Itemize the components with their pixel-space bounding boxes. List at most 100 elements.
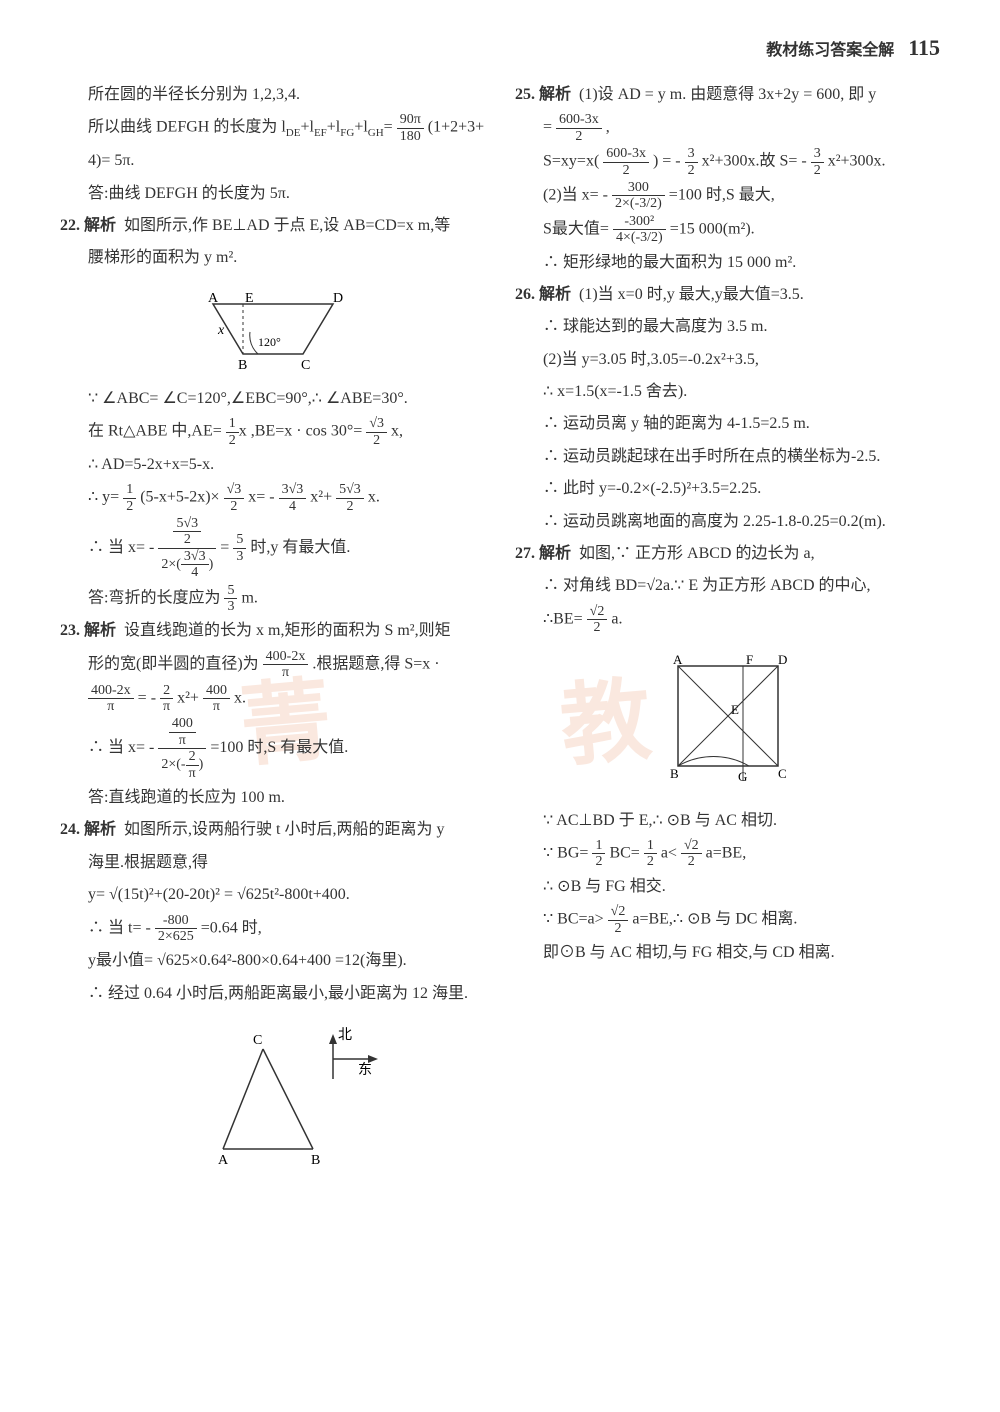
fraction: 53 [233,532,246,564]
text-line: ∴ 矩形绿地的最大面积为 15 000 m². [515,248,940,278]
content-area: 所在圆的半径长分别为 1,2,3,4. 所以曲线 DEFGH 的长度为 lDE+… [60,80,940,1189]
svg-text:D: D [778,652,787,667]
text: 所以曲线 DEFGH 的长度为 l [88,119,286,136]
text-line: 答:弯折的长度应为 53 m. [60,583,485,615]
fraction: 400π [203,683,230,715]
svg-text:E: E [731,702,739,717]
text-line: y= √(15t)²+(20-20t)² = √625t²-800t+400. [60,880,485,910]
text-line: ∴ ⊙B 与 FG 相交. [515,872,940,902]
svg-text:G: G [738,769,747,784]
text-line: 400-2xπ = - 2π x²+ 400π x. [60,683,485,715]
text: 如图所示,设两船行驶 t 小时后,两船的距离为 y [124,821,444,838]
svg-text:北: 北 [338,1027,352,1043]
text: a=BE,∴ ⊙B 与 DC 相离. [632,911,797,928]
fraction: 2π [160,683,173,715]
text: ∴ 当 t= - [88,919,151,936]
svg-text:东: 东 [358,1062,372,1078]
fraction: 3√34 [279,482,307,514]
text-line: 答:曲线 DEFGH 的长度为 5π. [60,179,485,209]
text-line: ∴ 运动员离 y 轴的距离为 4-1.5=2.5 m. [515,409,940,439]
text: =100 时,S 有最大值. [210,739,348,756]
text-line: S最大值= -300²4×(-3/2) =15 000(m²). [515,214,940,246]
text: (1)当 x=0 时,y 最大,y最大值=3.5. [579,286,804,303]
svg-text:C: C [253,1033,262,1048]
text: = [543,119,552,136]
text-line: ∵ ∠ABC= ∠C=120°,∠EBC=90°,∴ ∠ABE=30°. [60,384,485,414]
svg-text:x: x [217,323,225,338]
text: 如图所示,作 BE⊥AD 于点 E,设 AB=CD=x m,等 [124,217,450,234]
left-column: 所在圆的半径长分别为 1,2,3,4. 所以曲线 DEFGH 的长度为 lDE+… [60,80,485,1189]
text-line: y最小值= √625×0.64²-800×0.64+400 =12(海里). [60,946,485,976]
text: ∴ 当 x= - [88,739,154,756]
fraction: 53 [224,583,237,615]
text: x, [391,423,403,440]
text-line: ∴ AD=5-2x+x=5-x. [60,450,485,480]
text-line: ∴ 对角线 BD=√2a.∵ E 为正方形 ABCD 的中心, [515,571,940,601]
fraction: √22 [587,604,608,636]
fraction: 5√32 2×(3√34) [158,516,216,581]
text-line: (2)当 y=3.05 时,3.05=-0.2x²+3.5, [515,345,940,375]
text-line: ∴ 经过 0.64 小时后,两船距离最小,最小距离为 12 海里. [60,979,485,1009]
text: ∵ BC=a> [543,911,604,928]
text-line: 所在圆的半径长分别为 1,2,3,4. [60,80,485,110]
fraction: 12 [226,416,239,448]
svg-text:F: F [746,652,753,667]
text: x. [368,489,380,506]
text: = [220,539,229,556]
text: =15 000(m²). [670,220,755,237]
text: 时,y 有最大值. [250,539,350,556]
text: x²+ [177,689,199,706]
text: x= - [248,489,274,506]
svg-text:C: C [778,766,787,781]
fraction: 3002×(-3/2) [612,180,665,212]
fraction: 12 [644,838,657,870]
q24-line: 24. 解析 如图所示,设两船行驶 t 小时后,两船的距离为 y [60,815,485,845]
text: (1)设 AD = y m. 由题意得 3x+2y = 600, 即 y [579,86,876,103]
header-title: 教材练习答案全解 [766,42,894,59]
fraction: 400π 2×(-2π) [158,716,206,781]
text-line: = 600-3x2 , [515,112,940,144]
q22-line: 22. 解析 如图所示,作 BE⊥AD 于点 E,设 AB=CD=x m,等 [60,211,485,241]
text-line: 在 Rt△ABE 中,AE= 12x ,BE=x · cos 30°= √32 … [60,416,485,448]
text-line: ∵ BG= 12 BC= 12 a< √22 a=BE, [515,838,940,870]
text: , [606,119,610,136]
fraction: 600-3x2 [556,112,602,144]
right-column: 25. 解析 (1)设 AD = y m. 由题意得 3x+2y = 600, … [515,80,940,1189]
tag: 解析 [84,217,116,234]
fraction: 12 [123,482,136,514]
tag: 解析 [539,286,571,303]
text: m. [241,589,257,606]
q22-num: 22. [60,217,80,234]
svg-text:A: A [218,1153,229,1168]
text: a. [611,610,622,627]
fraction: 32 [811,146,824,178]
page-header: 教材练习答案全解 115 [766,35,940,61]
text: a< [661,845,677,862]
fraction: 32 [685,146,698,178]
text: = - [138,689,156,706]
figure-27: A D B C E F G [515,646,940,796]
text-line: ∴ x=1.5(x=-1.5 舍去). [515,377,940,407]
text-line: 答:直线跑道的长应为 100 m. [60,783,485,813]
q25-num: 25. [515,86,535,103]
page-number: 115 [908,35,940,60]
svg-text:B: B [238,358,247,373]
fraction: 5√32 [336,482,364,514]
q25-line: 25. 解析 (1)设 AD = y m. 由题意得 3x+2y = 600, … [515,80,940,110]
q27-line: 27. 解析 如图,∵ 正方形 ABCD 的边长为 a, [515,539,940,569]
q26-num: 26. [515,286,535,303]
text-line: ∴ 当 x= - 400π 2×(-2π) =100 时,S 有最大值. [60,716,485,781]
text-line: ∴BE= √22 a. [515,604,940,636]
svg-text:D: D [333,291,343,306]
svg-text:A: A [673,652,683,667]
figure-22: A E D B C 120° x [60,284,485,374]
fraction: √22 [681,838,702,870]
fraction: 600-3x2 [603,146,649,178]
text: ∴ 当 x= - [88,539,154,556]
text-line: 腰梯形的面积为 y m². [60,243,485,273]
text: ∵ BG= [543,845,588,862]
text-line: ∵ BC=a> √22 a=BE,∴ ⊙B 与 DC 相离. [515,904,940,936]
q26-line: 26. 解析 (1)当 x=0 时,y 最大,y最大值=3.5. [515,280,940,310]
text-line: ∴ 球能达到的最大高度为 3.5 m. [515,312,940,342]
fraction: 400-2xπ [88,683,134,715]
